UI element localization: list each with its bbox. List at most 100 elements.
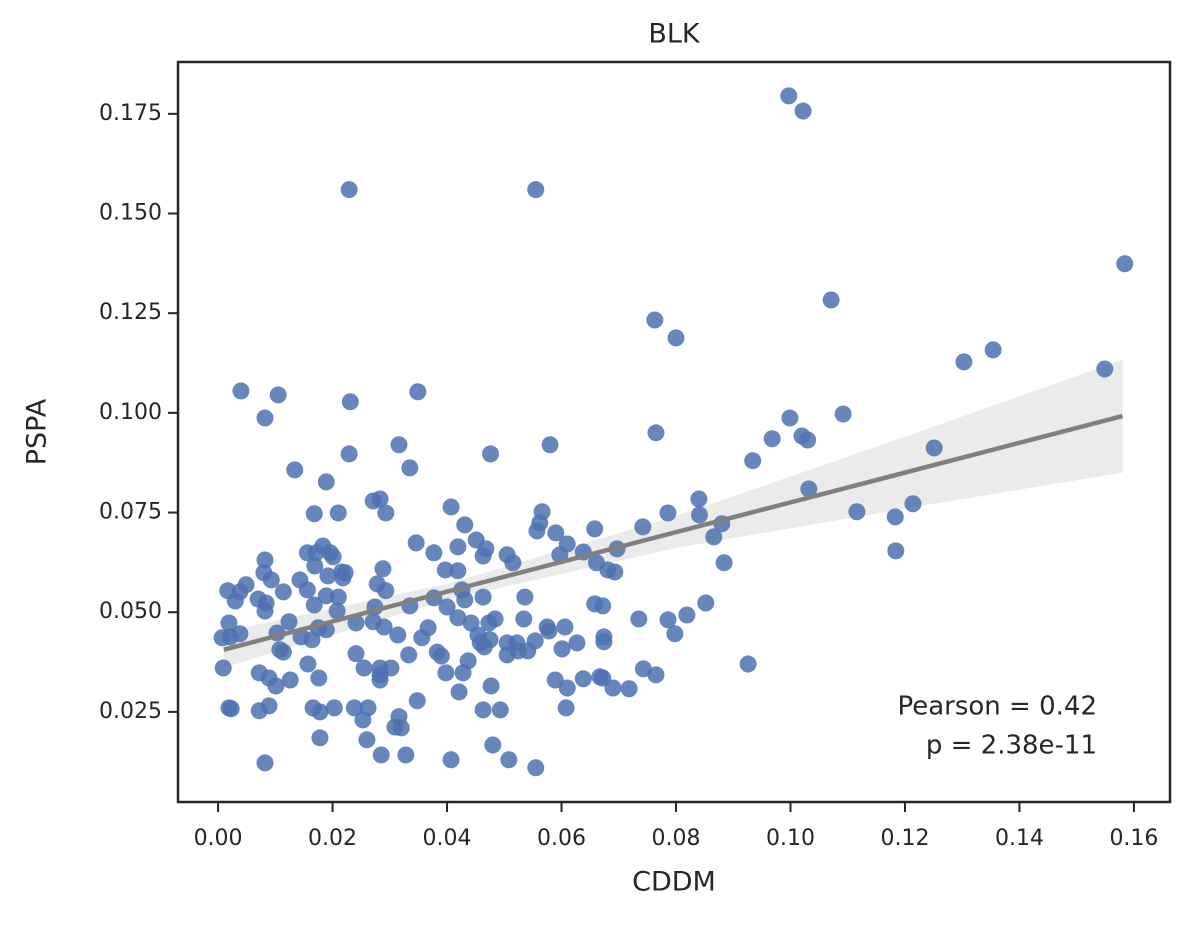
- point: [498, 646, 516, 664]
- point: [690, 506, 708, 524]
- point: [303, 631, 321, 649]
- point: [904, 495, 922, 513]
- point: [697, 594, 715, 612]
- point: [553, 640, 571, 658]
- point: [527, 181, 545, 199]
- point: [262, 571, 280, 589]
- point: [220, 614, 238, 632]
- point: [274, 643, 292, 661]
- x-tick-label: 0.16: [1109, 826, 1158, 851]
- point: [407, 534, 425, 552]
- point: [358, 731, 376, 749]
- point: [678, 606, 696, 624]
- point: [646, 311, 664, 329]
- point: [474, 547, 492, 565]
- point: [214, 659, 232, 677]
- point: [340, 445, 358, 463]
- point: [409, 383, 427, 401]
- point: [528, 522, 546, 540]
- point: [341, 393, 359, 411]
- point: [568, 634, 586, 652]
- point: [527, 759, 545, 777]
- point: [666, 625, 684, 643]
- point: [739, 655, 757, 673]
- x-tick-label: 0.04: [423, 826, 472, 851]
- point: [449, 538, 467, 556]
- point: [591, 668, 609, 686]
- point: [226, 592, 244, 610]
- point: [306, 557, 324, 575]
- point: [340, 181, 358, 199]
- point: [690, 490, 708, 508]
- point: [715, 554, 733, 572]
- point: [474, 701, 492, 719]
- point: [848, 503, 866, 521]
- point: [319, 567, 337, 585]
- point: [355, 659, 373, 677]
- point: [482, 677, 500, 695]
- point: [311, 703, 329, 721]
- point: [659, 504, 677, 522]
- annotation: Pearson = 0.42: [897, 692, 1097, 722]
- point: [400, 646, 418, 664]
- point: [345, 699, 363, 717]
- point: [620, 680, 638, 698]
- y-tick-label: 0.150: [99, 201, 162, 226]
- point: [375, 618, 393, 636]
- point: [630, 610, 648, 628]
- point: [558, 679, 576, 697]
- point: [371, 490, 389, 508]
- point: [1096, 360, 1114, 378]
- point: [256, 602, 274, 620]
- point: [305, 596, 323, 614]
- point: [800, 480, 818, 498]
- point: [456, 591, 474, 609]
- y-tick-label: 0.125: [99, 300, 162, 325]
- point: [329, 504, 347, 522]
- point: [647, 424, 665, 442]
- x-tick-label: 0.12: [880, 826, 929, 851]
- point: [274, 583, 292, 601]
- point: [595, 633, 613, 651]
- point: [659, 611, 677, 629]
- point: [794, 102, 812, 120]
- point: [442, 751, 460, 769]
- point: [311, 729, 329, 747]
- point: [438, 598, 456, 616]
- point: [281, 671, 299, 689]
- y-tick-label: 0.100: [99, 400, 162, 425]
- point: [834, 405, 852, 423]
- point: [984, 341, 1002, 359]
- point: [371, 671, 389, 689]
- point: [634, 660, 652, 678]
- point: [556, 618, 574, 636]
- point: [222, 700, 240, 718]
- point: [606, 563, 624, 581]
- point: [886, 508, 904, 526]
- point: [442, 498, 460, 516]
- point: [557, 699, 575, 717]
- point: [280, 613, 298, 631]
- point: [325, 699, 343, 717]
- point: [260, 697, 278, 715]
- point: [377, 582, 395, 600]
- point: [334, 569, 352, 587]
- point: [425, 544, 443, 562]
- point: [763, 430, 781, 448]
- y-tick-label: 0.075: [99, 500, 162, 525]
- point: [299, 655, 317, 673]
- point: [482, 445, 500, 463]
- point: [269, 386, 287, 404]
- y-tick-label: 0.175: [99, 101, 162, 126]
- point: [887, 542, 905, 560]
- chart-title: BLK: [648, 19, 701, 50]
- point: [1116, 255, 1134, 273]
- point: [516, 588, 534, 606]
- point: [547, 524, 565, 542]
- point: [667, 329, 685, 347]
- point: [449, 562, 467, 580]
- point: [519, 642, 537, 660]
- point: [324, 548, 342, 566]
- x-tick-label: 0.08: [652, 826, 701, 851]
